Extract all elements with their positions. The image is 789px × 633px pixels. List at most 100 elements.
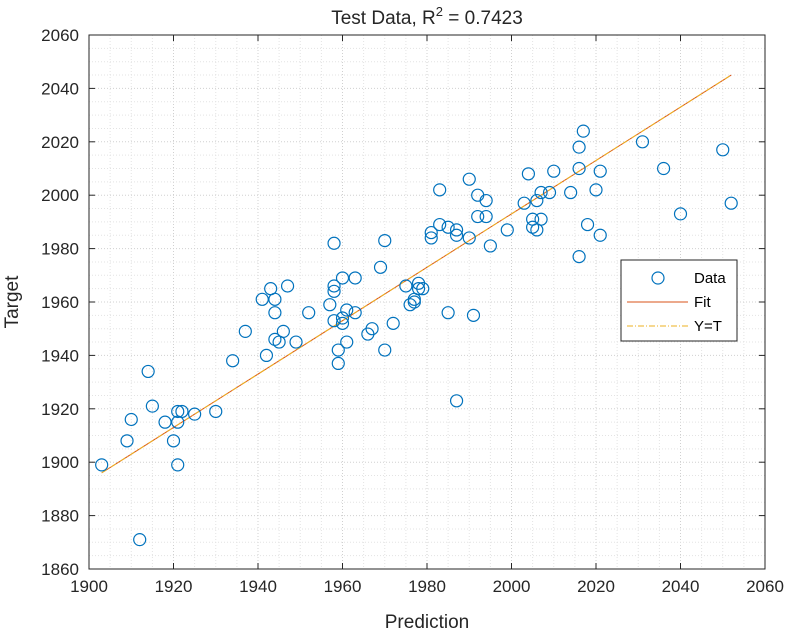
data-point (141, 364, 155, 379)
data-point (449, 223, 464, 237)
data-point (133, 533, 147, 547)
line-layer (101, 74, 732, 474)
data-point (386, 316, 400, 330)
data-point (441, 220, 455, 234)
data-point (95, 458, 109, 472)
data-point (327, 236, 341, 250)
x-tick-label: 2000 (493, 577, 531, 596)
data-point (399, 279, 413, 293)
title-value: = 0.7423 (443, 8, 523, 29)
data-point (175, 404, 189, 419)
x-tick-label: 2040 (662, 577, 700, 596)
title-superscript: 2 (436, 4, 443, 19)
data-point (462, 231, 476, 245)
data-point (327, 284, 341, 298)
data-point (340, 335, 354, 349)
data-point (656, 161, 671, 176)
data-point (171, 404, 185, 419)
data-point (547, 164, 561, 178)
x-tick-label: 1940 (239, 577, 277, 596)
data-point (449, 228, 464, 242)
data-point (171, 458, 185, 472)
data-point (268, 306, 282, 320)
x-tick-label: 2020 (577, 577, 615, 596)
data-point (483, 239, 497, 253)
data-point (716, 143, 730, 157)
y-tick-label: 1860 (41, 560, 79, 579)
data-point (268, 292, 282, 306)
data-point (378, 233, 392, 248)
y-tick-label: 2020 (41, 133, 79, 152)
data-point (593, 164, 607, 178)
y-tick-label: 2060 (41, 26, 79, 45)
legend-data-label: Data (694, 270, 726, 287)
data-point (462, 172, 476, 186)
data-point (441, 306, 455, 320)
data-point (188, 407, 202, 421)
data-point (335, 271, 350, 285)
data-point (335, 311, 350, 325)
data-point (479, 209, 493, 224)
data-point (226, 354, 240, 368)
y-tick-label: 2040 (41, 79, 79, 98)
data-point (572, 250, 586, 264)
legend: Data Fit Y=T (620, 259, 738, 342)
y-tick-label: 1940 (41, 346, 79, 365)
data-point (517, 196, 531, 210)
data-point (449, 394, 464, 408)
data-point (378, 343, 392, 357)
data-point (348, 271, 362, 285)
marker-layer (95, 124, 738, 547)
tick-layer: 1900 1920 1940 1960 1980 2000 2020 2040 2060 1860… (41, 26, 784, 596)
data-point (635, 135, 650, 149)
data-point (580, 217, 595, 232)
data-point (124, 412, 138, 427)
x-tick-label: 1980 (408, 577, 446, 596)
data-point (407, 295, 421, 309)
legend-data-marker (651, 271, 665, 285)
y-tick-label: 2000 (41, 186, 79, 205)
data-point (564, 185, 578, 200)
x-tick-label: 1900 (70, 577, 108, 596)
data-point (500, 223, 514, 237)
chart-title: Test Data, R2 = 0.7423 (331, 4, 523, 29)
data-point (542, 185, 557, 200)
data-point (576, 124, 590, 138)
data-point (276, 324, 290, 338)
data-point (433, 183, 447, 197)
data-point (327, 279, 341, 293)
data-point (280, 279, 295, 293)
data-point (323, 298, 337, 312)
x-tick-label: 1960 (324, 577, 362, 596)
data-point (166, 434, 181, 448)
x-axis-label: Prediction (385, 612, 470, 633)
data-point (340, 303, 354, 317)
y-tick-label: 1920 (41, 400, 79, 419)
data-point (411, 282, 426, 296)
data-point (255, 292, 269, 306)
data-point (365, 322, 379, 336)
data-point (424, 225, 438, 240)
data-point (327, 314, 341, 328)
data-point (424, 231, 438, 245)
y-tick-label: 1900 (41, 453, 79, 472)
data-point (534, 185, 548, 200)
y-tick-label: 1960 (41, 293, 79, 312)
y-tick-label: 1980 (41, 240, 79, 259)
data-point (302, 306, 316, 320)
series-line-y-t (101, 74, 732, 474)
data-point (289, 335, 303, 349)
data-point (120, 434, 134, 448)
x-tick-label: 1920 (155, 577, 193, 596)
data-point (466, 308, 481, 322)
legend-fit-label: Fit (694, 294, 711, 311)
data-point (724, 196, 738, 210)
x-tick-label: 2060 (746, 577, 784, 596)
data-point (433, 217, 447, 232)
data-point (479, 193, 493, 208)
legend-yt-label: Y=T (694, 318, 722, 335)
data-point (471, 209, 485, 224)
data-point (416, 282, 430, 296)
data-point (593, 228, 607, 242)
